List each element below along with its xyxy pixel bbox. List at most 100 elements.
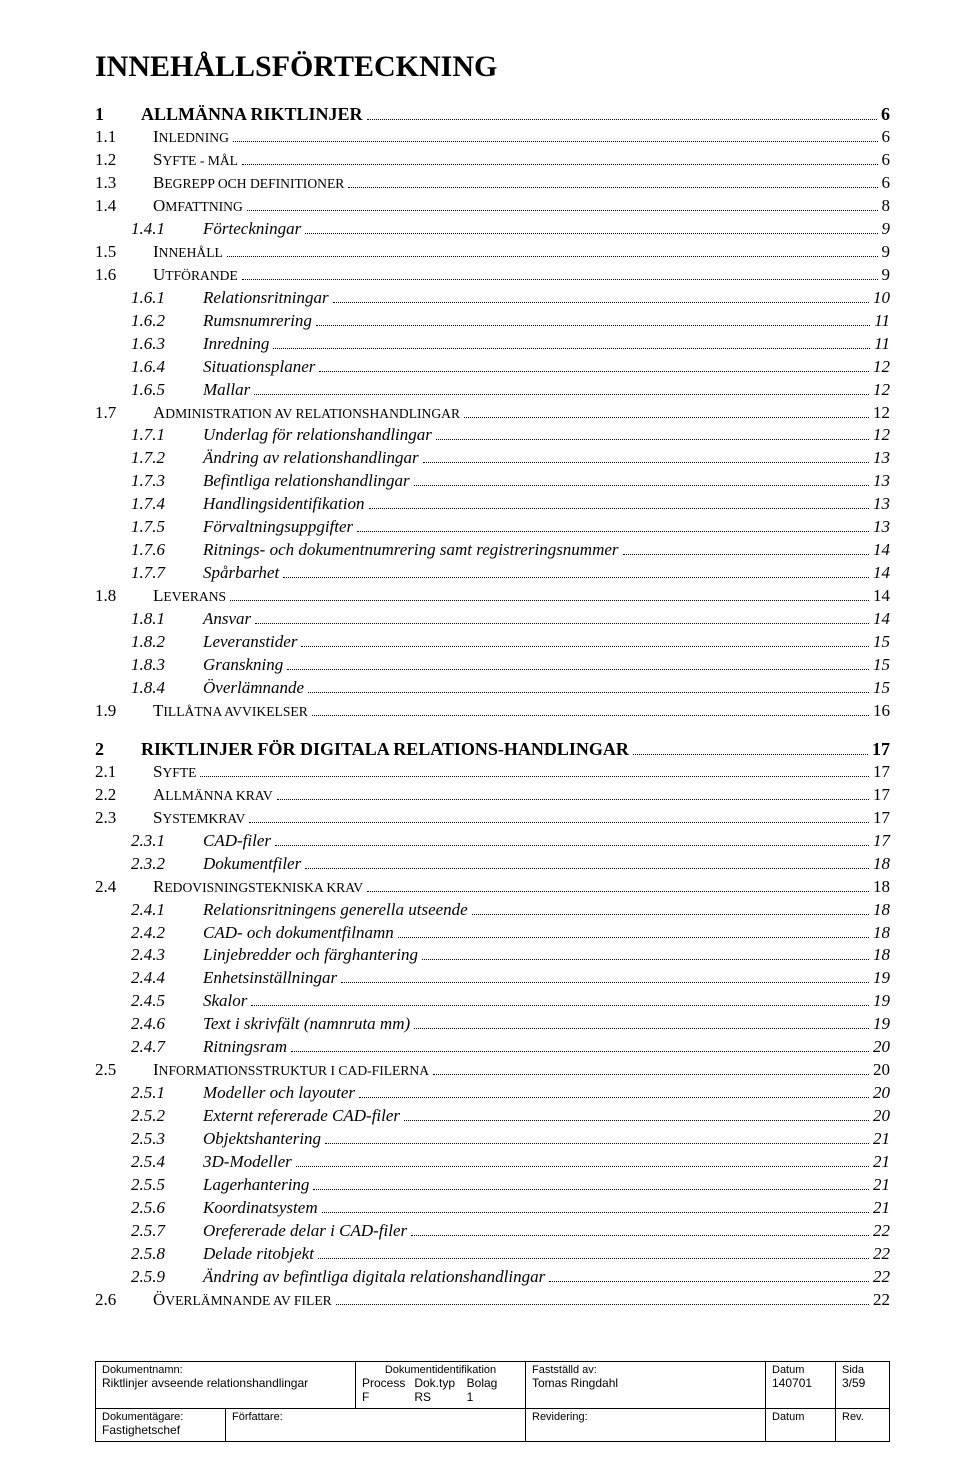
toc-entry[interactable]: 1.6UTFÖRANDE9 [95,264,890,287]
toc-number: 1.5 [95,241,135,264]
toc-entry[interactable]: 1.3BEGREPP OCH DEFINITIONER6 [95,172,890,195]
toc-entry[interactable]: 1.8.1Ansvar14 [131,608,890,631]
toc-entry[interactable]: 1.7.6 Ritnings- och dokumentnumrering sam… [131,539,890,562]
toc-number: 1.7 [95,402,135,425]
toc-entry[interactable]: 2.5INFORMATIONSSTRUKTUR I CAD-FILERNA20 [95,1059,890,1082]
footer-approved-label: Fastställd av: [532,1364,759,1376]
toc-title: Externt refererade CAD-filer [203,1105,400,1128]
toc-entry[interactable]: 2RIKTLINJER FÖR DIGITALA RELATIONS-HANDL… [95,737,890,761]
toc-entry[interactable]: 2.5.9Ändring av befintliga digitala rela… [131,1266,890,1289]
toc-number: 2.5.1 [131,1082,185,1105]
toc-entry[interactable]: 1.1INLEDNING6 [95,126,890,149]
toc-leader [247,198,878,212]
toc-leader [325,1130,869,1144]
toc-number: 1.2 [95,149,135,172]
toc-entry[interactable]: 1.9TILLÅTNA AVVIKELSER16 [95,700,890,723]
toc-entry[interactable]: 1.7.3Befintliga relationshandlingar13 [131,470,890,493]
toc-title: 3D-Modeller [203,1151,292,1174]
toc-title: Lagerhantering [203,1174,309,1197]
toc-title: Modeller och layouter [203,1082,355,1105]
toc-entry[interactable]: 2.5.2Externt refererade CAD-filer20 [131,1105,890,1128]
toc-entry[interactable]: 1.6.1Relationsritningar10 [131,287,890,310]
toc-entry[interactable]: 1.7.1Underlag för relationshandlingar12 [131,424,890,447]
toc-entry[interactable]: 1.6.2Rumsnumrering11 [131,310,890,333]
toc-entry[interactable]: 2.4.6Text i skrivfält (namnruta mm)19 [131,1013,890,1036]
toc-number: 1.7.4 [131,493,185,516]
toc-title: UTFÖRANDE [153,264,238,287]
toc-entry[interactable]: 2.1SYFTE17 [95,761,890,784]
toc-page: 17 [873,761,890,784]
toc-entry[interactable]: 2.5.8Delade ritobjekt22 [131,1243,890,1266]
footer-revdate: Datum [765,1409,835,1441]
toc-entry[interactable]: 1.6.5Mallar12 [131,379,890,402]
toc-entry[interactable]: 2.4.1Relationsritningens generella utsee… [131,899,890,922]
toc-title: Delade ritobjekt [203,1243,314,1266]
toc-title: Handlingsidentifikation [203,493,365,516]
toc-entry[interactable]: 2.4.3Linjebredder och färghantering18 [131,944,890,967]
toc-number: 1.7.6 [131,539,185,562]
toc-page: 13 [873,447,890,470]
toc-entry[interactable]: 1.8LEVERANS14 [95,585,890,608]
toc-title: ÖVERLÄMNANDE AV FILER [153,1289,332,1312]
toc-entry[interactable]: 2.5.3Objektshantering21 [131,1128,890,1151]
toc-entry[interactable]: 2.5.6Koordinatsystem21 [131,1197,890,1220]
toc-entry[interactable]: 2.3.1CAD-filer17 [131,830,890,853]
toc-leader [249,809,869,823]
toc-entry[interactable]: 1.7.2Ändring av relationshandlingar13 [131,447,890,470]
toc-entry[interactable]: 1.7.4Handlingsidentifikation13 [131,493,890,516]
toc-title: INNEHÅLL [153,241,223,264]
toc-entry[interactable]: 2.5.1Modeller och layouter20 [131,1082,890,1105]
toc-title: Ansvar [203,608,251,631]
toc-entry[interactable]: 2.4.4Enhetsinställningar19 [131,967,890,990]
toc-entry[interactable]: 2.4.7Ritningsram20 [131,1036,890,1059]
footer-owner: Dokumentägare: Fastighetschef [95,1409,225,1441]
toc-title: Enhetsinställningar [203,967,337,990]
toc-entry[interactable]: 1.4.1Förteckningar9 [131,218,890,241]
toc-entry[interactable]: 1ALLMÄNNA RIKTLINJER6 [95,102,890,126]
toc-entry[interactable]: 1.8.2Leveranstider15 [131,631,890,654]
footer-revdate-label: Datum [772,1411,829,1423]
toc-entry[interactable]: 1.7.7Spårbarhet14 [131,562,890,585]
toc-entry[interactable]: 2.6ÖVERLÄMNANDE AV FILER22 [95,1289,890,1312]
toc-title: CAD- och dokumentfilnamn [203,922,394,945]
toc-entry[interactable]: 2.4.2CAD- och dokumentfilnamn18 [131,922,890,945]
toc-title: Relationsritningar [203,287,329,310]
toc-page: 18 [873,944,890,967]
footer-docid-sublabels: Process Dok.typ Bolag [362,1376,519,1390]
toc-entry[interactable]: 1.6.4Situationsplaner12 [131,356,890,379]
toc-title: SYFTE [153,761,196,784]
toc-entry[interactable]: 1.2SYFTE - MÅL6 [95,149,890,172]
toc-leader [273,335,870,349]
toc-entry[interactable]: 1.4OMFATTNING8 [95,195,890,218]
toc-entry[interactable]: 2.4REDOVISNINGSTEKNISKA KRAV18 [95,876,890,899]
toc-entry[interactable]: 2.5.7Orefererade delar i CAD-filer22 [131,1220,890,1243]
toc-entry[interactable]: 1.5INNEHÅLL9 [95,241,890,264]
toc-page: 10 [873,287,890,310]
toc-entry[interactable]: 1.7.5Förvaltningsuppgifter13 [131,516,890,539]
footer-rev-label: Rev. [842,1411,883,1423]
toc-number: 1 [95,102,123,126]
toc-entry[interactable]: 2.4.5Skalor19 [131,990,890,1013]
toc-entry[interactable]: 2.3SYSTEMKRAV17 [95,807,890,830]
toc-entry[interactable]: 1.8.3Granskning15 [131,654,890,677]
toc-entry[interactable]: 1.8.4Överlämnande15 [131,677,890,700]
toc-page: 15 [873,654,890,677]
toc-entry[interactable]: 2.3.2Dokumentfiler18 [131,853,890,876]
toc-title: REDOVISNINGSTEKNISKA KRAV [153,876,363,899]
toc-entry[interactable]: 2.5.5Lagerhantering21 [131,1174,890,1197]
toc-leader [296,1153,869,1167]
toc-number: 2.5.4 [131,1151,185,1174]
toc-page: 21 [873,1151,890,1174]
toc-entry[interactable]: 1.6.3Inredning11 [131,333,890,356]
toc-title: Ritnings- och dokumentnumrering samt reg… [203,539,619,562]
toc-number: 1.9 [95,700,135,723]
toc-title: Relationsritningens generella utseende [203,899,468,922]
toc-number: 2 [95,737,123,761]
toc-number: 2.6 [95,1289,135,1312]
toc-leader [301,633,869,647]
toc-entry[interactable]: 2.5.4 3D-Modeller 21 [131,1151,890,1174]
toc-title: ALLMÄNNA RIKTLINJER [141,102,363,126]
toc-entry[interactable]: 1.7ADMINISTRATION AV RELATIONSHANDLINGAR… [95,402,890,425]
toc-entry[interactable]: 2.2ALLMÄNNA KRAV17 [95,784,890,807]
footer-revision-label: Revidering: [532,1411,759,1423]
